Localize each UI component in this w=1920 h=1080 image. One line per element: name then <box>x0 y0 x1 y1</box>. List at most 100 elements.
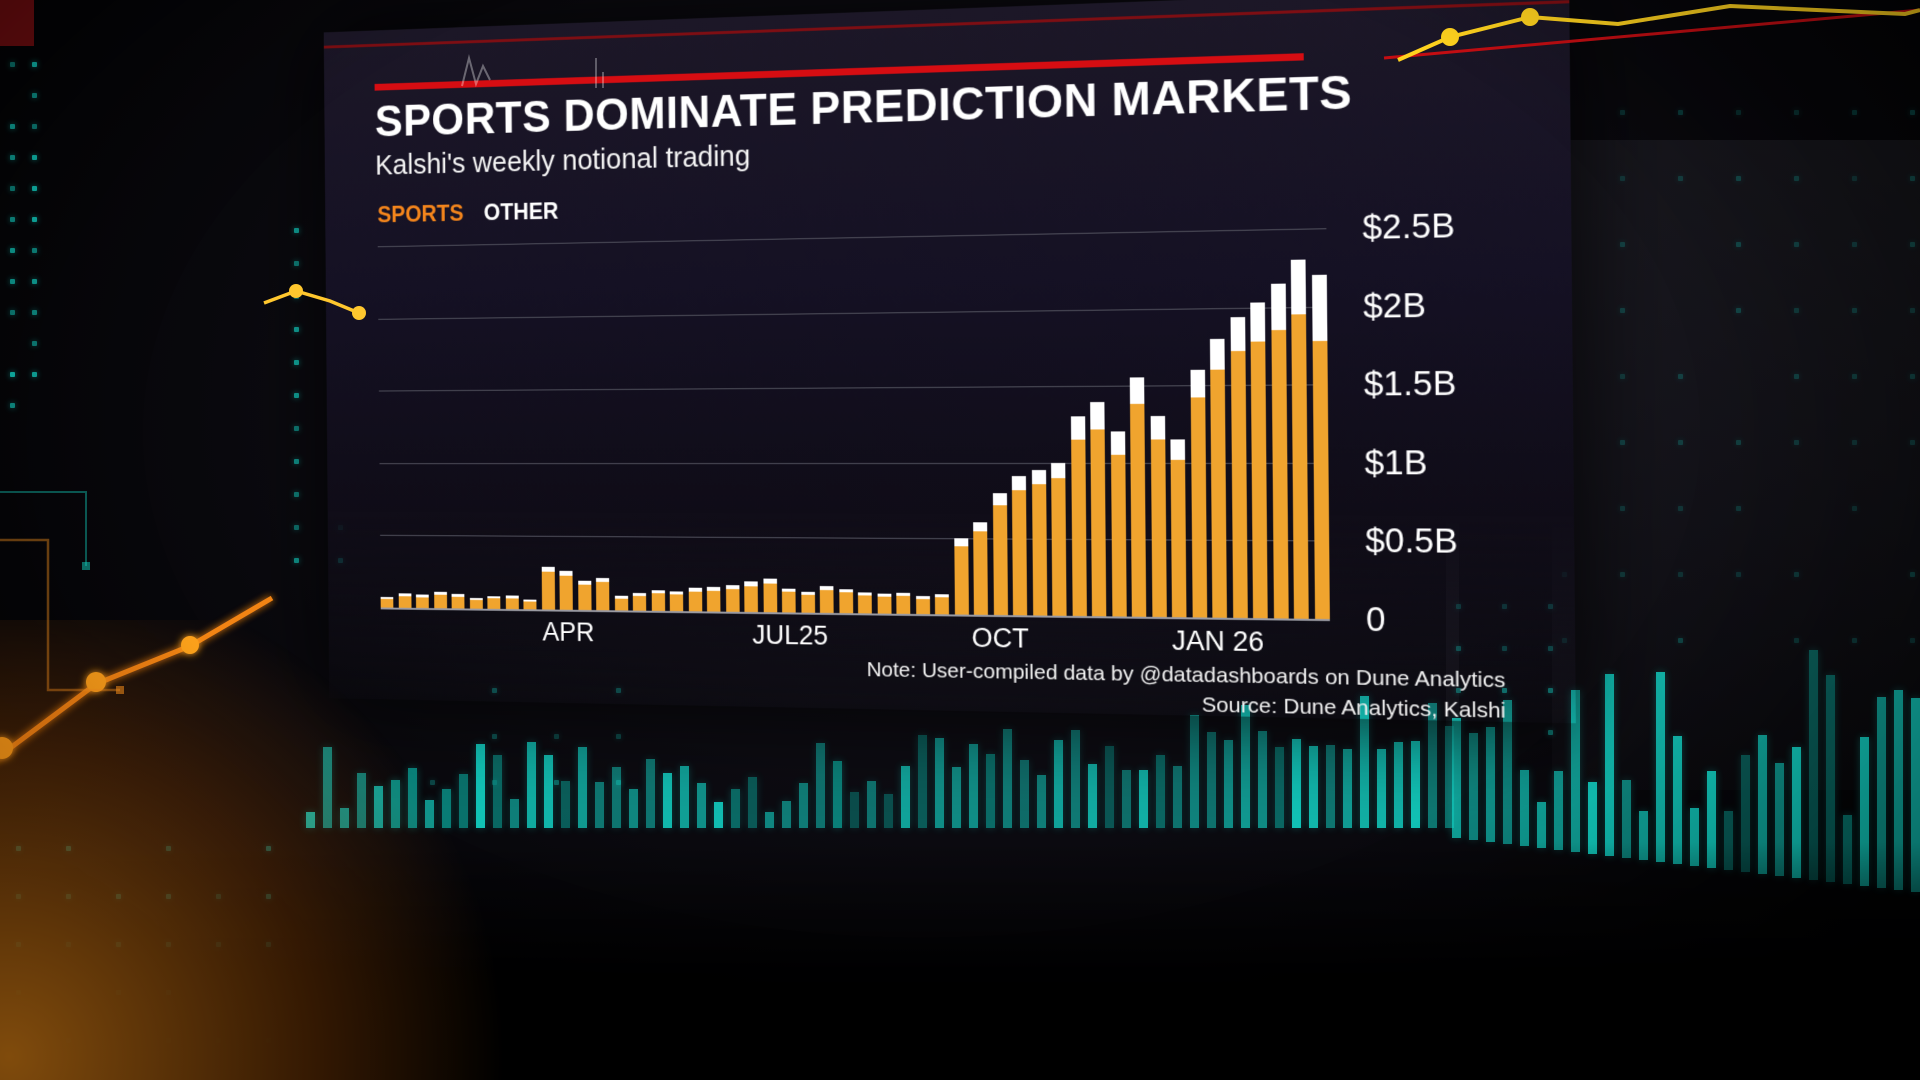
grid-dot <box>1620 242 1625 247</box>
grid-dot <box>1736 572 1741 577</box>
bar-week-40 <box>1130 377 1146 616</box>
bar-week-0 <box>381 597 394 608</box>
bar-week-35 <box>1031 470 1046 616</box>
grid-dot <box>1736 308 1741 313</box>
bar-sports-segment <box>1130 404 1146 617</box>
bar-sports-segment <box>973 531 988 615</box>
equalizer-bar <box>935 738 944 828</box>
grid-dot <box>10 248 15 253</box>
bar-week-1 <box>398 593 411 608</box>
bar-other-segment <box>1250 302 1265 341</box>
bar-sports-segment <box>1230 351 1247 618</box>
equalizer-bar <box>510 799 519 828</box>
bar-sports-segment <box>858 595 872 613</box>
equalizer-bar <box>714 802 723 828</box>
bar-sports-segment <box>505 598 518 609</box>
bar-sports-segment <box>1150 439 1166 617</box>
grid-dot <box>1736 440 1741 445</box>
grid-dot <box>616 734 621 739</box>
equalizer-bar <box>1275 747 1284 828</box>
bar-sports-segment <box>1012 490 1027 615</box>
grid-dot <box>32 341 37 346</box>
equalizer-bar <box>731 789 740 828</box>
grid-dot <box>1736 506 1741 511</box>
bar-sports-segment <box>1291 314 1308 619</box>
equalizer-bar <box>986 754 995 828</box>
x-axis-label: JUL25 <box>752 620 828 652</box>
equalizer-bar <box>391 780 400 828</box>
bar-other-segment <box>1170 439 1185 459</box>
y-axis-label: $1B <box>1364 443 1427 483</box>
red-corner-block <box>0 0 34 46</box>
grid-dot <box>1548 730 1553 735</box>
equalizer-bar <box>1394 742 1403 828</box>
equalizer-bar <box>459 774 468 828</box>
grid-dot <box>1794 638 1799 643</box>
bar-week-25 <box>839 589 853 613</box>
bar-sports-segment <box>434 595 447 609</box>
grid-dot <box>294 558 299 563</box>
legend-sports: SPORTS <box>377 200 463 228</box>
equalizer-bar <box>816 743 825 828</box>
grid-dot <box>294 360 299 365</box>
equalizer-bar <box>629 789 638 828</box>
bar-sports-segment <box>763 583 777 612</box>
bar-sports-segment <box>1312 341 1329 619</box>
grid-dot <box>10 124 15 129</box>
bar-week-6 <box>487 596 500 609</box>
chart-subtitle: Kalshi's weekly notional trading <box>375 141 750 183</box>
bar-week-38 <box>1090 402 1106 616</box>
grid-dot <box>294 492 299 497</box>
grid-dot <box>1620 572 1625 577</box>
grid-dot <box>1678 176 1683 181</box>
equalizer-bar <box>1173 766 1182 828</box>
bar-week-39 <box>1110 431 1126 616</box>
grid-dot <box>1794 110 1799 115</box>
bar-week-11 <box>578 581 591 610</box>
grid-dot <box>1620 308 1625 313</box>
bar-week-10 <box>559 571 572 610</box>
equalizer-bar <box>782 801 791 828</box>
bar-sports-segment <box>688 592 702 612</box>
equalizer-bar <box>374 786 383 828</box>
equalizer-bar <box>1054 740 1063 828</box>
grid-dot <box>1736 242 1741 247</box>
grid-dot <box>1620 110 1625 115</box>
bar-other-segment <box>973 522 987 531</box>
grid-dot <box>1794 572 1799 577</box>
grid-dot <box>10 62 15 67</box>
equalizer-bar <box>901 766 910 828</box>
equalizer-bar <box>425 800 434 828</box>
bar-other-segment <box>1271 284 1286 331</box>
bar-other-segment <box>1051 463 1065 478</box>
grid-dot <box>1910 440 1915 445</box>
x-axis-label: APR <box>542 617 594 648</box>
grid-dot <box>1794 176 1799 181</box>
bar-other-segment <box>1012 476 1026 490</box>
equalizer-bar <box>1520 770 1529 846</box>
equalizer-bar <box>1411 741 1420 828</box>
equalizer-bar <box>1088 764 1097 828</box>
bar-sports-segment <box>381 599 394 608</box>
grid-dot <box>10 155 15 160</box>
equalizer-bar <box>1224 740 1233 828</box>
grid-dot <box>32 62 37 67</box>
bar-week-13 <box>614 596 627 611</box>
bar-sports-segment <box>541 572 554 610</box>
equalizer-bar <box>1071 730 1080 828</box>
grid-dot <box>1620 506 1625 511</box>
bar-sports-segment <box>820 590 834 613</box>
tv-studio-scene: SPORTS DOMINATE PREDICTION MARKETS Kalsh… <box>0 0 1920 1080</box>
grid-dot <box>1852 110 1857 115</box>
bar-week-23 <box>801 592 815 613</box>
grid-dot <box>1910 308 1915 313</box>
equalizer-bar <box>850 792 859 828</box>
bar-sports-segment <box>670 594 683 611</box>
grid-dot <box>1852 242 1857 247</box>
bar-sports-segment <box>416 597 429 608</box>
bar-other-segment <box>1291 260 1306 315</box>
grid-dot <box>1910 110 1915 115</box>
bar-week-12 <box>596 578 609 610</box>
grid-dot <box>294 228 299 233</box>
grid-dot <box>1678 506 1683 511</box>
